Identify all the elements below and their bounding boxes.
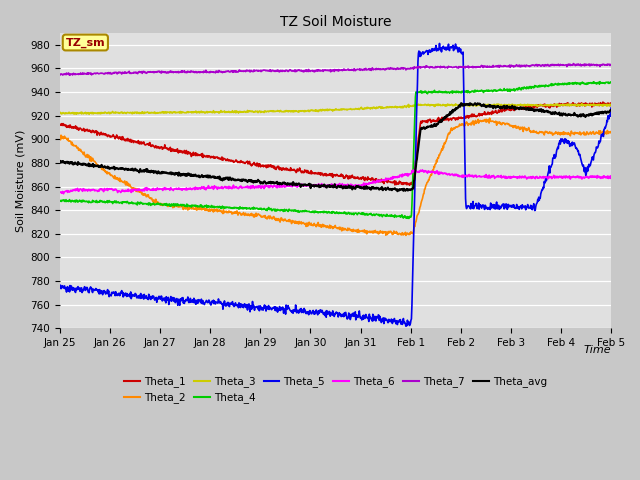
Theta_avg bbox=[586, 112, 594, 118]
Theta_1 bbox=[480, 111, 488, 117]
Theta_7 bbox=[99, 71, 106, 76]
Theta_avg bbox=[83, 163, 90, 168]
Theta_4 bbox=[607, 79, 615, 85]
Theta_5 bbox=[196, 297, 204, 303]
Theta_4 bbox=[586, 80, 594, 86]
Theta_4 bbox=[83, 198, 90, 204]
Theta_1 bbox=[406, 182, 413, 188]
Theta_1 bbox=[284, 167, 292, 173]
Theta_1 bbox=[607, 101, 615, 107]
Line: Theta_7: Theta_7 bbox=[60, 63, 611, 75]
Theta_2 bbox=[480, 118, 488, 123]
Theta_4 bbox=[56, 198, 64, 204]
Line: Theta_1: Theta_1 bbox=[60, 102, 611, 185]
Theta_3 bbox=[586, 102, 594, 108]
Theta_2 bbox=[402, 232, 410, 238]
Theta_5 bbox=[607, 105, 615, 111]
Theta_6 bbox=[196, 185, 204, 191]
Theta_2 bbox=[83, 154, 90, 160]
Theta_7 bbox=[570, 60, 577, 66]
Line: Theta_3: Theta_3 bbox=[60, 104, 611, 114]
Theta_7 bbox=[66, 72, 74, 78]
Line: Theta_2: Theta_2 bbox=[60, 118, 611, 235]
Theta_1 bbox=[83, 127, 90, 132]
Theta_4 bbox=[99, 198, 106, 204]
Theta_5 bbox=[481, 206, 488, 212]
Line: Theta_5: Theta_5 bbox=[60, 43, 611, 326]
Theta_2 bbox=[586, 129, 594, 135]
Theta_5 bbox=[402, 324, 410, 329]
Theta_3 bbox=[56, 109, 64, 115]
Title: TZ Soil Moisture: TZ Soil Moisture bbox=[280, 15, 391, 29]
Theta_5 bbox=[99, 289, 106, 295]
Theta_7 bbox=[196, 70, 204, 75]
Theta_2 bbox=[607, 129, 615, 134]
Legend: Theta_1, Theta_2, Theta_3, Theta_4, Theta_5, Theta_6, Theta_7, Theta_avg: Theta_1, Theta_2, Theta_3, Theta_4, Thet… bbox=[120, 372, 551, 408]
Theta_3 bbox=[607, 102, 615, 108]
Theta_avg bbox=[56, 158, 64, 164]
Theta_avg bbox=[196, 173, 204, 179]
Theta_2 bbox=[196, 206, 204, 212]
Text: TZ_sm: TZ_sm bbox=[65, 37, 105, 48]
Theta_2 bbox=[56, 133, 64, 139]
Theta_6 bbox=[481, 173, 488, 179]
Theta_3 bbox=[99, 110, 106, 116]
Theta_7 bbox=[480, 63, 488, 69]
Theta_6 bbox=[83, 187, 91, 193]
Theta_avg bbox=[394, 188, 401, 194]
Theta_avg bbox=[284, 181, 292, 187]
Theta_5 bbox=[56, 283, 64, 289]
Line: Theta_avg: Theta_avg bbox=[60, 103, 611, 191]
Theta_1 bbox=[196, 152, 204, 158]
Text: Time: Time bbox=[583, 345, 611, 355]
Theta_2 bbox=[284, 217, 292, 223]
Theta_6 bbox=[99, 188, 106, 193]
Theta_1 bbox=[586, 100, 594, 106]
Theta_3 bbox=[196, 109, 204, 115]
Theta_avg bbox=[607, 107, 615, 113]
Theta_2 bbox=[486, 115, 493, 121]
Theta_5 bbox=[284, 303, 292, 309]
Theta_1 bbox=[99, 132, 106, 138]
Theta_5 bbox=[436, 40, 444, 46]
Theta_6 bbox=[56, 189, 64, 195]
Theta_6 bbox=[586, 174, 594, 180]
Theta_6 bbox=[285, 183, 292, 189]
Theta_3 bbox=[578, 101, 586, 107]
Theta_4 bbox=[480, 88, 488, 94]
Theta_4 bbox=[596, 79, 604, 84]
Theta_avg bbox=[471, 100, 479, 106]
Theta_7 bbox=[83, 71, 91, 77]
Theta_2 bbox=[99, 167, 106, 172]
Line: Theta_6: Theta_6 bbox=[60, 170, 611, 194]
Theta_4 bbox=[405, 216, 413, 221]
Line: Theta_4: Theta_4 bbox=[60, 82, 611, 218]
Theta_6 bbox=[60, 191, 67, 197]
Theta_6 bbox=[419, 167, 426, 173]
Theta_6 bbox=[607, 173, 615, 179]
Theta_4 bbox=[284, 209, 292, 215]
Theta_1 bbox=[599, 99, 607, 105]
Theta_4 bbox=[196, 204, 204, 209]
Theta_3 bbox=[480, 102, 488, 108]
Theta_5 bbox=[586, 162, 594, 168]
Theta_7 bbox=[586, 61, 594, 67]
Theta_1 bbox=[56, 122, 64, 128]
Theta_3 bbox=[85, 111, 93, 117]
Theta_avg bbox=[99, 164, 106, 169]
Theta_avg bbox=[481, 102, 488, 108]
Theta_7 bbox=[285, 68, 292, 74]
Theta_7 bbox=[56, 72, 64, 78]
Theta_5 bbox=[83, 286, 90, 292]
Theta_3 bbox=[83, 110, 90, 116]
Theta_7 bbox=[607, 61, 615, 67]
Theta_3 bbox=[285, 109, 292, 115]
Y-axis label: Soil Moisture (mV): Soil Moisture (mV) bbox=[15, 130, 25, 232]
